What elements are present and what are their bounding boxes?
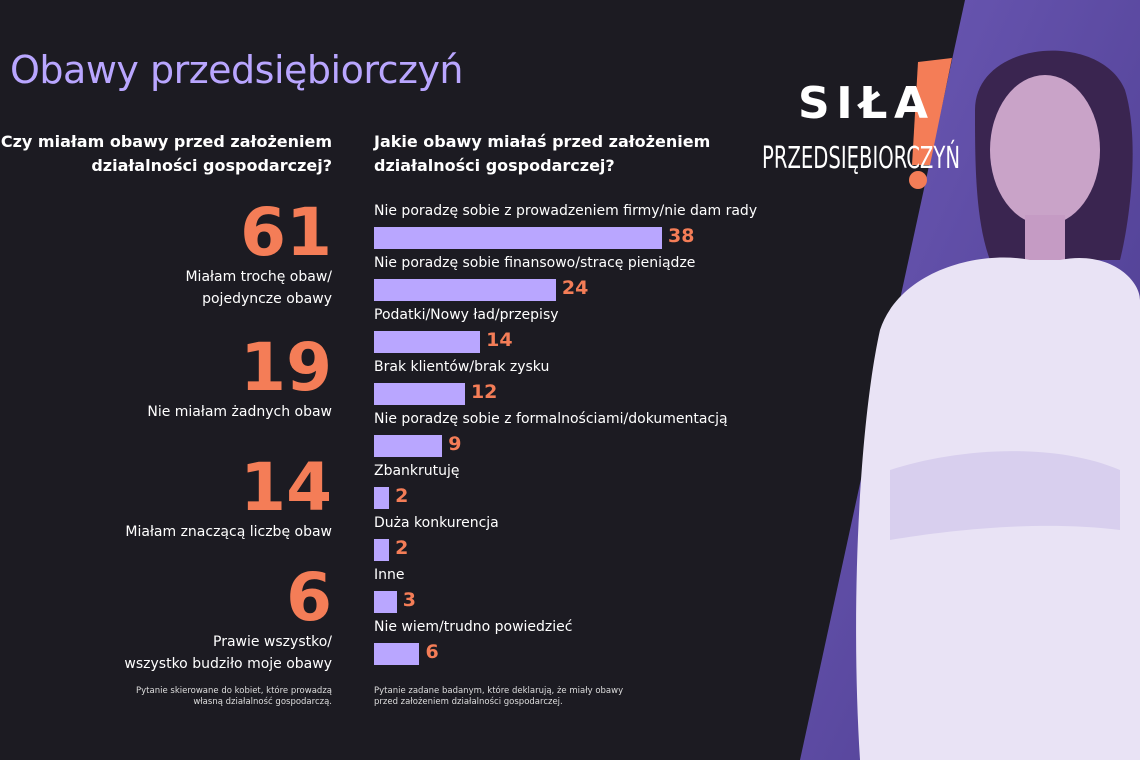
logo-line2: PRZEDSIĘBIORCZYŃ [762, 140, 960, 176]
value-label: 38 [668, 225, 695, 247]
bar [374, 279, 556, 301]
left-footnote: Pytanie skierowane do kobiet, które prow… [136, 686, 332, 707]
value-label: 2 [395, 485, 409, 507]
stat: 19 Nie miałam żadnych obaw [147, 335, 332, 423]
value-label: 14 [486, 329, 513, 351]
page-title: Obawy przedsiębiorczyń [10, 48, 464, 92]
bar [374, 643, 420, 665]
stat-value: 6 [286, 559, 332, 636]
logo-dot [909, 171, 927, 189]
stat-value: 61 [240, 194, 332, 271]
bar [374, 331, 481, 353]
category-label: Nie poradzę sobie z formalnościami/dokum… [374, 411, 728, 427]
logo: SIŁA PRZEDSIĘBIORCZYŃ [762, 58, 960, 189]
value-label: 2 [395, 537, 409, 559]
chart-footnote: Pytanie zadane badanym, które deklarują,… [374, 686, 624, 707]
category-label: Nie poradzę sobie finansowo/stracę pieni… [374, 255, 696, 271]
category-label: Zbankrutuję [374, 463, 460, 479]
logo-line1: SIŁA [798, 78, 928, 129]
stat-label: Prawie wszystko/ wszystko budziło moje o… [124, 634, 332, 672]
stat: 6 Prawie wszystko/ wszystko budziło moje … [124, 565, 332, 675]
stat-label: Miałam znaczącą liczbę obaw [125, 524, 332, 540]
category-label: Podatki/Nowy ład/przepisy [374, 307, 559, 323]
category-label: Nie poradzę sobie z prowadzeniem firmy/n… [374, 203, 758, 219]
left-question: Czy miałam obawy przed założeniem działa… [0, 132, 332, 175]
stat-value: 14 [240, 449, 332, 526]
stat-label: Miałam trochę obaw/ pojedyncze obawy [185, 269, 332, 307]
photo-person [856, 50, 1140, 760]
bar [374, 539, 390, 561]
logo-exclamation [912, 58, 952, 165]
value-label: 3 [402, 589, 416, 611]
stat: 14 Miałam znaczącą liczbę obaw [125, 455, 332, 543]
stat-label: Nie miałam żadnych obaw [147, 404, 332, 420]
stat: 61 Miałam trochę obaw/ pojedyncze obawy [185, 200, 332, 310]
bar [374, 383, 465, 405]
value-label: 9 [448, 433, 462, 455]
value-label: 24 [561, 277, 589, 299]
bar [374, 591, 397, 613]
chart-title: Jakie obawy miałaś przed założeniem dzia… [374, 132, 711, 175]
bar [374, 227, 663, 249]
bar [374, 435, 443, 457]
stat-value: 19 [240, 329, 332, 406]
category-label: Duża konkurencja [374, 515, 499, 531]
category-label: Inne [374, 567, 405, 583]
value-label: 12 [470, 381, 498, 403]
bar [374, 487, 390, 509]
category-label: Nie wiem/trudno powiedzieć [374, 619, 573, 635]
category-label: Brak klientów/brak zysku [374, 359, 550, 375]
value-label: 6 [425, 641, 439, 663]
